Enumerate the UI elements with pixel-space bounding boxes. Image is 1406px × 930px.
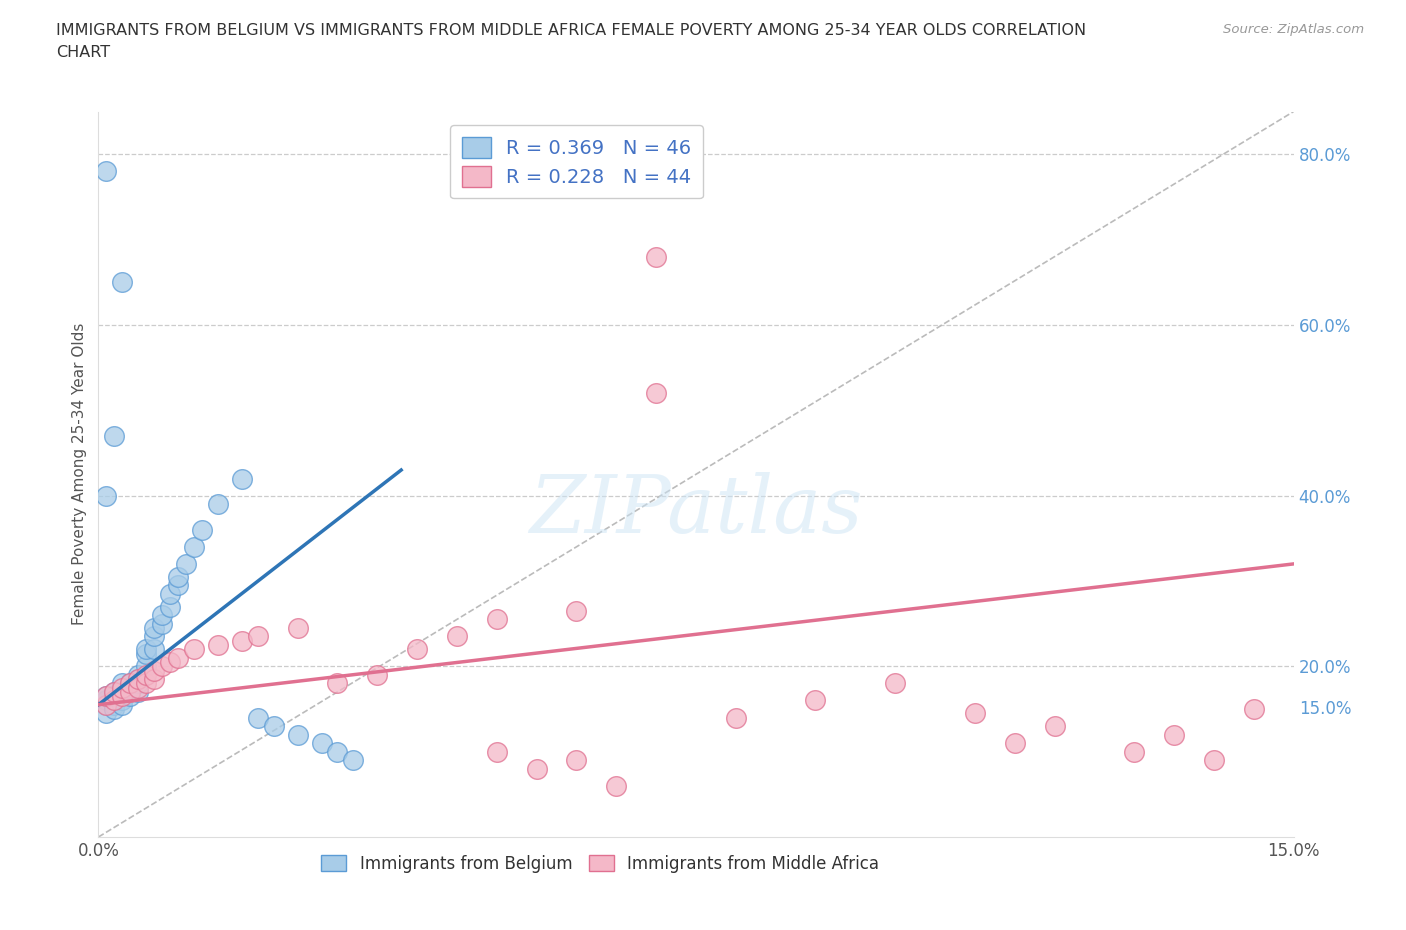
Point: [143, 620, 166, 635]
Point: [724, 711, 747, 725]
Point: [246, 711, 269, 725]
Point: [127, 671, 149, 686]
Point: [143, 642, 166, 657]
Point: [135, 668, 157, 683]
Point: [150, 617, 173, 631]
Point: [143, 671, 166, 686]
Point: [526, 762, 548, 777]
Point: [446, 629, 468, 644]
Point: [103, 701, 125, 716]
Point: [485, 612, 508, 627]
Text: Source: ZipAtlas.com: Source: ZipAtlas.com: [1223, 23, 1364, 36]
Point: [645, 386, 668, 401]
Point: [263, 719, 285, 734]
Point: [167, 650, 190, 665]
Point: [96, 689, 118, 704]
Point: [103, 693, 125, 708]
Point: [111, 693, 134, 708]
Text: 15.0%: 15.0%: [1299, 700, 1353, 718]
Point: [103, 689, 125, 704]
Point: [485, 744, 508, 759]
Point: [159, 599, 181, 614]
Point: [135, 676, 157, 691]
Point: [96, 689, 118, 704]
Point: [111, 684, 134, 699]
Text: ZIPatlas: ZIPatlas: [529, 472, 863, 550]
Point: [342, 752, 364, 767]
Point: [150, 607, 173, 622]
Point: [406, 642, 429, 657]
Point: [150, 658, 173, 673]
Point: [183, 642, 205, 657]
Point: [159, 586, 181, 601]
Point: [96, 706, 118, 721]
Point: [167, 578, 190, 592]
Point: [120, 684, 142, 699]
Point: [565, 752, 588, 767]
Point: [231, 633, 253, 648]
Point: [1123, 744, 1146, 759]
Point: [287, 620, 309, 635]
Point: [96, 164, 118, 179]
Point: [207, 638, 229, 653]
Point: [111, 698, 134, 712]
Point: [120, 676, 142, 691]
Point: [127, 684, 149, 699]
Point: [1163, 727, 1185, 742]
Point: [645, 249, 668, 264]
Point: [565, 604, 588, 618]
Point: [159, 655, 181, 670]
Y-axis label: Female Poverty Among 25-34 Year Olds: Female Poverty Among 25-34 Year Olds: [72, 323, 87, 626]
Point: [174, 556, 197, 571]
Point: [366, 668, 388, 683]
Point: [135, 642, 157, 657]
Point: [1043, 719, 1066, 734]
Point: [127, 680, 149, 695]
Point: [96, 693, 118, 708]
Point: [96, 698, 118, 712]
Point: [103, 429, 125, 444]
Point: [120, 680, 142, 695]
Point: [326, 744, 349, 759]
Legend: Immigrants from Belgium, Immigrants from Middle Africa: Immigrants from Belgium, Immigrants from…: [315, 848, 886, 880]
Point: [96, 488, 118, 503]
Text: CHART: CHART: [56, 45, 110, 60]
Point: [287, 727, 309, 742]
Point: [96, 698, 118, 712]
Point: [804, 693, 827, 708]
Point: [167, 569, 190, 584]
Point: [111, 275, 134, 290]
Text: IMMIGRANTS FROM BELGIUM VS IMMIGRANTS FROM MIDDLE AFRICA FEMALE POVERTY AMONG 25: IMMIGRANTS FROM BELGIUM VS IMMIGRANTS FR…: [56, 23, 1087, 38]
Point: [111, 689, 134, 704]
Point: [127, 671, 149, 686]
Point: [183, 539, 205, 554]
Point: [605, 778, 627, 793]
Point: [120, 689, 142, 704]
Point: [127, 668, 149, 683]
Point: [311, 736, 333, 751]
Point: [143, 663, 166, 678]
Point: [326, 676, 349, 691]
Point: [1202, 752, 1225, 767]
Point: [207, 497, 229, 512]
Point: [103, 684, 125, 699]
Point: [231, 472, 253, 486]
Point: [246, 629, 269, 644]
Point: [120, 676, 142, 691]
Point: [1243, 701, 1265, 716]
Point: [103, 684, 125, 699]
Point: [884, 676, 907, 691]
Point: [111, 676, 134, 691]
Point: [963, 706, 986, 721]
Point: [127, 676, 149, 691]
Point: [111, 680, 134, 695]
Point: [103, 698, 125, 712]
Point: [135, 646, 157, 661]
Point: [143, 629, 166, 644]
Point: [191, 523, 214, 538]
Point: [1004, 736, 1026, 751]
Point: [135, 658, 157, 673]
